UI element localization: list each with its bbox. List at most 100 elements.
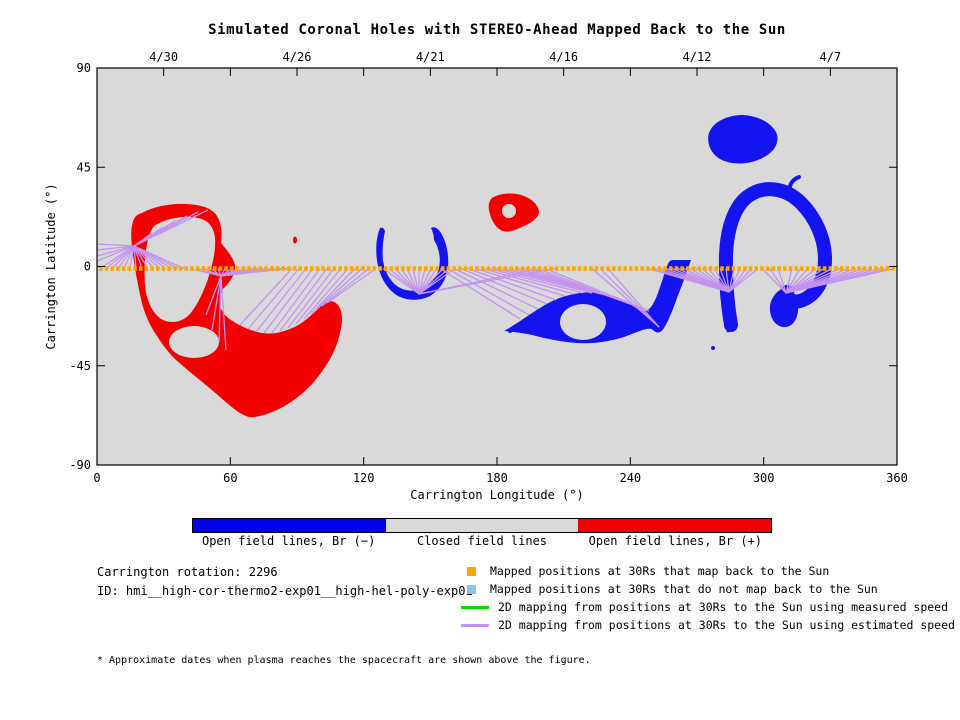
mapping-fan-6: [719, 268, 730, 293]
x-tick-label: 180: [486, 471, 508, 485]
mapping-fan-4: [406, 268, 420, 295]
date-label: 4/12: [683, 50, 712, 64]
mapping-line: [133, 209, 209, 247]
y-tick-label: 0: [84, 260, 91, 274]
colorbar-labels: Open field lines, Br (−) Closed field li…: [192, 534, 772, 548]
coronal-hole-blue-crescent: [376, 227, 449, 300]
mapping-fan-6: [701, 268, 730, 293]
mapping-fan-4: [418, 268, 438, 295]
mapping-fan-4: [394, 268, 420, 295]
mapping-line: [96, 245, 135, 251]
mapping-fan-7: [785, 268, 793, 294]
mapping-fan-3: [247, 268, 300, 330]
legend-label: 2D mapping from positions at 30Rs to the…: [498, 600, 949, 614]
x-tick-label: 360: [886, 471, 908, 485]
coronal-hole-speck: [726, 329, 730, 333]
legend-item-mapped: Mapped positions at 30Rs that map back t…: [461, 564, 829, 578]
date-label: 4/7: [819, 50, 841, 64]
carrington-map-plot: 0 60 120 180 240 300 360 90 45 0 -45 -90 4/30 4/26 4/2…: [44, 50, 908, 502]
mapping-fan-1: [133, 245, 185, 270]
mapping-fan-4: [418, 267, 456, 295]
y-axis-title: Carrington Latitude (°): [44, 183, 58, 349]
legend-label: 2D mapping from positions at 30Rs to the…: [498, 618, 955, 632]
closed-field-island-lower: [169, 326, 219, 358]
coronal-hole-blue-teardrop: [769, 288, 799, 328]
mapping-fan-7: [785, 268, 801, 294]
x-tick-label: 60: [223, 471, 237, 485]
mapping-fan-1: [133, 245, 155, 269]
mapping-fan-4: [418, 268, 432, 295]
mapping-fan-5: [460, 267, 548, 305]
colorbar-label-open-negative: Open field lines, Br (−): [201, 534, 376, 548]
mapping-fan-1: [117, 245, 135, 269]
estimated-speed-line-icon: [461, 623, 489, 627]
mapping-fan-5: [439, 267, 521, 320]
field-line-colorbar: [192, 518, 772, 533]
mapping-line: [96, 245, 135, 257]
mapping-fan-3: [239, 268, 293, 326]
chart-title: Simulated Coronal Holes with STEREO-Ahea…: [208, 22, 786, 38]
mapping-fan-1: [129, 245, 135, 269]
mapping-fan-6: [713, 268, 730, 293]
colorbar-segment-open-positive: [578, 519, 772, 532]
legend-item-estimated-speed: 2D mapping from positions at 30Rs to the…: [461, 618, 955, 632]
mapping-fan-6: [728, 268, 735, 293]
coronal-hole-blue-leaf: [708, 115, 778, 164]
mapping-fan-7: [785, 268, 809, 294]
mapping-fan-5b: [591, 268, 660, 328]
mapping-fan-6: [725, 268, 730, 293]
coronal-hole-blue-arch: [718, 182, 832, 332]
date-label: 4/16: [549, 50, 578, 64]
mapping-fan-5: [481, 267, 575, 295]
mapping-fan-3: [321, 267, 370, 307]
mapping-fan-3: [303, 268, 349, 320]
y-tick-label: 45: [77, 160, 91, 174]
mapping-fan-6: [728, 268, 747, 293]
x-tick-label: 240: [619, 471, 641, 485]
mapping-line: [218, 275, 222, 343]
mapping-fan-1: [133, 245, 149, 269]
coronal-hole-speck: [724, 318, 728, 322]
mapping-fan-3: [295, 268, 342, 325]
mapping-fan-4: [412, 268, 420, 295]
coronal-hole-speck: [711, 346, 715, 350]
mapping-fan-4: [400, 268, 420, 295]
mapping-fan-3: [263, 268, 314, 334]
mapping-fan-5: [537, 267, 644, 310]
mapping-fan-5: [474, 267, 566, 297]
mapping-fan-3: [271, 268, 321, 334]
mapping-fan-5: [488, 267, 584, 294]
mapping-fan-6: [728, 268, 741, 293]
coronal-hole-blue-small-crescent: [787, 175, 801, 198]
legend-item-not-mapped: Mapped positions at 30Rs that do not map…: [461, 582, 878, 596]
mapping-fan-5: [446, 267, 530, 316]
coronal-hole-speck: [508, 329, 512, 333]
mapping-fan-6: [695, 267, 730, 293]
mapping-fan-3: [310, 268, 356, 315]
mapping-fan-1: [133, 245, 143, 269]
mapping-fan-5: [467, 267, 557, 301]
mapping-fan-2: [217, 268, 222, 277]
mapping-line: [220, 275, 227, 351]
legend-label: Mapped positions at 30Rs that do not map…: [490, 582, 878, 596]
y-tick-label: 90: [77, 61, 91, 75]
mapping-fan-6: [707, 268, 730, 293]
mapping-fan-1: [123, 245, 135, 269]
colorbar-segment-open-negative: [193, 519, 386, 532]
mapping-fan-5: [495, 267, 593, 294]
unmapped-positions-marker-icon: [467, 584, 476, 594]
x-tick-label: 0: [93, 471, 100, 485]
date-label: 4/30: [149, 50, 178, 64]
x-tick-label: 300: [753, 471, 775, 485]
mapping-fan-7: [785, 267, 817, 294]
mapping-fan-3: [326, 267, 377, 304]
footnote-text: * Approximate dates when plasma reaches …: [97, 655, 591, 666]
colorbar-label-closed: Closed field lines: [416, 534, 548, 548]
mapping-fan-2: [210, 267, 222, 277]
mapping-line: [211, 275, 222, 331]
model-id-text: ID: hmi__high-cor-thermo2-exp01__high-he…: [97, 584, 473, 598]
colorbar-segment-closed: [385, 519, 579, 532]
carrington-rotation-text: Carrington rotation: 2296: [97, 565, 278, 579]
mapping-fan-1: [133, 245, 137, 269]
